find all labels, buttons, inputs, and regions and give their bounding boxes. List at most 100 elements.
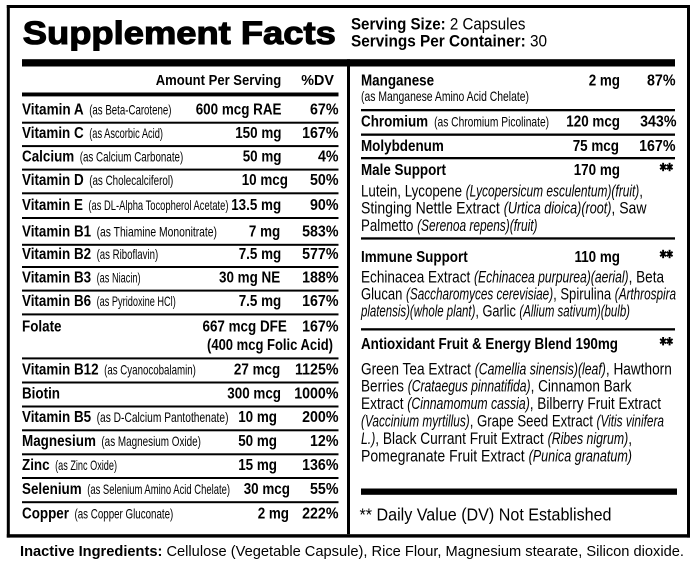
svg-text:136%: 136% xyxy=(302,457,338,474)
svg-text:,: , xyxy=(639,182,643,200)
svg-text:Magnesium: Magnesium xyxy=(22,433,96,450)
svg-text:Vitamin B5: Vitamin B5 xyxy=(22,409,91,426)
svg-text:(as Zinc Oxide): (as Zinc Oxide) xyxy=(55,457,117,473)
svg-text:(as Ascorbic Acid): (as Ascorbic Acid) xyxy=(89,125,163,141)
svg-text:, Hawthorn: , Hawthorn xyxy=(606,360,672,378)
svg-text:(as D-Calcium Pantothenate): (as D-Calcium Pantothenate) xyxy=(97,409,229,425)
svg-text:10 mg: 10 mg xyxy=(238,409,277,426)
svg-text:50 mg: 50 mg xyxy=(238,433,277,450)
svg-text:(Crataegus pinnatifida): (Crataegus pinnatifida) xyxy=(408,378,531,396)
svg-text:(Urtica dioica)(root): (Urtica dioica)(root) xyxy=(504,200,612,218)
svg-text:2 mg: 2 mg xyxy=(589,72,620,89)
svg-text:, Saw: , Saw xyxy=(611,200,646,218)
svg-text:12%: 12% xyxy=(310,433,339,450)
svg-text:, Garlic: , Garlic xyxy=(475,303,519,321)
svg-text:L.): L.) xyxy=(361,430,375,448)
svg-text:27 mcg: 27 mcg xyxy=(234,361,280,378)
svg-text:2 mg: 2 mg xyxy=(258,506,289,523)
svg-text:(Saccharomyces cerevisiae): (Saccharomyces cerevisiae) xyxy=(406,286,553,304)
svg-text:150 mg: 150 mg xyxy=(235,125,281,142)
svg-text:30: 30 xyxy=(526,33,547,51)
svg-text:Cellulose (Vegetable Capsule),: Cellulose (Vegetable Capsule), Rice Flou… xyxy=(162,544,684,560)
svg-text:(as Cholecalciferol): (as Cholecalciferol) xyxy=(89,172,173,188)
svg-text:(Ribes nigrum): (Ribes nigrum) xyxy=(548,430,629,448)
svg-text:(Vaccinium myrtillus): (Vaccinium myrtillus) xyxy=(361,413,470,431)
svg-text:Inactive Ingredients:: Inactive Ingredients: xyxy=(20,544,162,560)
svg-text:(Lycopersicum esculentum)(frui: (Lycopersicum esculentum)(fruit) xyxy=(466,182,640,200)
svg-text:(as Chromium Picolinate): (as Chromium Picolinate) xyxy=(434,114,549,130)
svg-text:188%: 188% xyxy=(302,269,338,286)
svg-text:(as Riboflavin): (as Riboflavin) xyxy=(97,246,159,262)
svg-text:, Grape Seed Extract: , Grape Seed Extract xyxy=(470,413,597,431)
svg-text:(as Niacin): (as Niacin) xyxy=(97,269,141,285)
svg-text:167%: 167% xyxy=(302,125,338,142)
svg-text:(as Thiamine Mononitrate): (as Thiamine Mononitrate) xyxy=(97,224,217,240)
svg-text:, Bilberry Fruit Extract: , Bilberry Fruit Extract xyxy=(530,395,662,413)
svg-text:(as Calcium Carbonate): (as Calcium Carbonate) xyxy=(80,148,184,164)
svg-text:7.5 mg: 7.5 mg xyxy=(239,246,282,263)
svg-text:Molybdenum: Molybdenum xyxy=(361,138,444,155)
svg-text:50 mg: 50 mg xyxy=(243,148,282,165)
svg-text:Manganese: Manganese xyxy=(361,72,434,89)
svg-text:(as Manganese Amino Acid Chela: (as Manganese Amino Acid Chelate) xyxy=(361,88,529,104)
svg-text:, Cinnamon Bark: , Cinnamon Bark xyxy=(531,378,633,396)
svg-text:90%: 90% xyxy=(310,197,339,214)
svg-text:1125%: 1125% xyxy=(295,361,339,378)
svg-text:(as Pyridoxine HCl): (as Pyridoxine HCl) xyxy=(97,293,176,309)
svg-text:Copper: Copper xyxy=(22,506,69,523)
svg-text:2 Capsules: 2 Capsules xyxy=(446,16,526,34)
svg-text:, Spirulina: , Spirulina xyxy=(553,286,615,304)
svg-text:(Arthrospira: (Arthrospira xyxy=(615,286,676,304)
svg-text:Vitamin B3: Vitamin B3 xyxy=(22,269,91,286)
svg-text:Immune Support: Immune Support xyxy=(361,249,468,266)
svg-text:(as DL-Alpha Tocopherol Acetat: (as DL-Alpha Tocopherol Acetate) xyxy=(88,197,228,213)
svg-text:1000%: 1000% xyxy=(294,385,338,402)
svg-text:Pomegranate Fruit Extract: Pomegranate Fruit Extract xyxy=(361,447,529,465)
svg-text:(as Magnesium Oxide): (as Magnesium Oxide) xyxy=(101,433,200,449)
svg-text:(Vitis vinifera: (Vitis vinifera xyxy=(597,413,665,431)
svg-text:170 mg: 170 mg xyxy=(574,162,620,179)
svg-text:Chromium: Chromium xyxy=(361,114,428,131)
svg-text:13.5 mg: 13.5 mg xyxy=(231,197,281,214)
svg-text:Berries: Berries xyxy=(361,378,408,396)
svg-text:Vitamin B2: Vitamin B2 xyxy=(22,246,91,263)
svg-text:Echinacea Extract: Echinacea Extract xyxy=(361,268,474,286)
svg-text:75 mcg: 75 mcg xyxy=(573,138,619,155)
svg-text:Vitamin B1: Vitamin B1 xyxy=(22,224,91,241)
svg-text:Vitamin B6: Vitamin B6 xyxy=(22,293,91,310)
svg-text:** Daily Value (DV) Not Establ: ** Daily Value (DV) Not Established xyxy=(360,505,612,525)
svg-text:Calcium: Calcium xyxy=(22,148,74,165)
svg-text:200%: 200% xyxy=(302,409,338,426)
svg-text:Vitamin C: Vitamin C xyxy=(22,125,84,142)
svg-text:50%: 50% xyxy=(310,172,339,189)
svg-text:(Serenoa repens)(fruit): (Serenoa repens)(fruit) xyxy=(417,217,537,235)
svg-text:7 mg: 7 mg xyxy=(249,224,280,241)
svg-text:%DV: %DV xyxy=(301,73,334,89)
svg-text:Extract: Extract xyxy=(361,395,407,413)
svg-text:67%: 67% xyxy=(310,102,339,119)
svg-text:Serving Size:: Serving Size: xyxy=(351,16,446,34)
svg-text:Zinc: Zinc xyxy=(22,457,50,474)
svg-text:Biotin: Biotin xyxy=(22,385,60,402)
svg-text:Amount Per Serving: Amount Per Serving xyxy=(156,73,282,89)
svg-text:, Beta: , Beta xyxy=(629,268,665,286)
svg-text:Antioxidant Fruit & Energy Ble: Antioxidant Fruit & Energy Blend 190mg xyxy=(361,336,618,353)
svg-text:, Black Currant Fruit Extract: , Black Currant Fruit Extract xyxy=(375,430,547,448)
svg-text:667 mcg DFE: 667 mcg DFE xyxy=(203,318,287,335)
svg-text:Stinging Nettle Extract: Stinging Nettle Extract xyxy=(361,200,504,218)
svg-text:(as Copper Gluconate): (as Copper Gluconate) xyxy=(75,506,174,522)
svg-text:(as Beta-Carotene): (as Beta-Carotene) xyxy=(89,102,171,118)
svg-text:Glucan: Glucan xyxy=(361,286,406,304)
svg-text:(Camellia sinensis)(leaf): (Camellia sinensis)(leaf) xyxy=(475,360,606,378)
svg-text:Vitamin B12: Vitamin B12 xyxy=(22,361,99,378)
svg-text:583%: 583% xyxy=(302,224,338,241)
svg-text:343%: 343% xyxy=(640,114,676,131)
svg-text:Servings Per Container:: Servings Per Container: xyxy=(351,33,526,51)
svg-text:Lutein, Lycopene: Lutein, Lycopene xyxy=(361,182,466,200)
svg-text:(Allium sativum)(bulb): (Allium sativum)(bulb) xyxy=(519,303,630,321)
svg-text:platensis)(whole plant): platensis)(whole plant) xyxy=(360,303,475,321)
svg-text:300 mcg: 300 mcg xyxy=(227,385,281,402)
svg-text:87%: 87% xyxy=(647,72,676,89)
svg-text:Palmetto: Palmetto xyxy=(361,217,417,235)
svg-text:167%: 167% xyxy=(639,138,675,155)
